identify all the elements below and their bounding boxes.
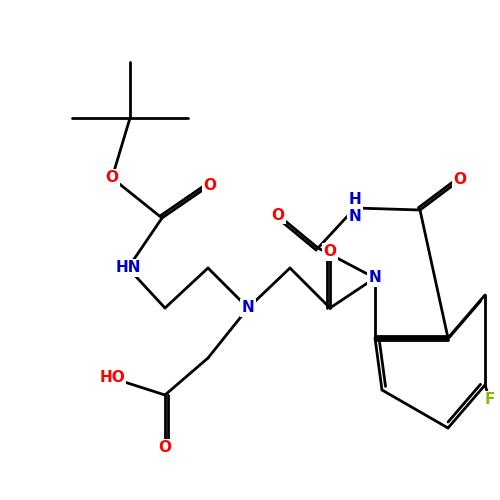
Text: O: O [204,178,216,192]
Text: HN: HN [115,260,141,276]
Text: F: F [485,392,495,407]
Text: O: O [324,244,336,260]
Text: N: N [368,270,382,285]
Text: H
N: H N [348,192,362,224]
Text: O: O [454,172,466,188]
Text: O: O [158,440,172,456]
Text: O: O [272,208,284,222]
Text: HO: HO [99,370,125,386]
Text: O: O [106,170,118,186]
Text: N: N [242,300,254,316]
